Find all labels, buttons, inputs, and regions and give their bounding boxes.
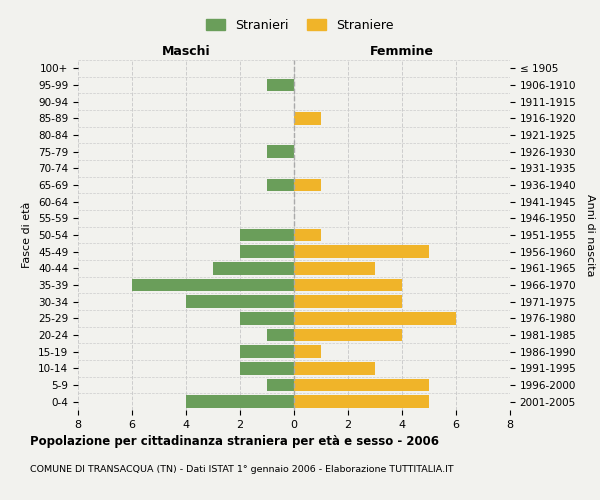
Text: Maschi: Maschi xyxy=(161,44,211,58)
Bar xyxy=(186,396,294,408)
Bar xyxy=(294,279,402,291)
Text: Femmine: Femmine xyxy=(370,44,434,58)
Bar xyxy=(294,179,321,192)
Bar xyxy=(240,246,294,258)
Bar xyxy=(294,229,321,241)
Bar xyxy=(240,312,294,324)
Y-axis label: Fasce di età: Fasce di età xyxy=(22,202,32,268)
Bar xyxy=(240,346,294,358)
Bar xyxy=(294,379,429,391)
Bar xyxy=(267,79,294,92)
Y-axis label: Anni di nascita: Anni di nascita xyxy=(585,194,595,276)
Bar xyxy=(294,112,321,124)
Bar xyxy=(294,246,429,258)
Bar xyxy=(267,379,294,391)
Bar xyxy=(240,362,294,374)
Bar xyxy=(294,329,402,341)
Bar xyxy=(294,396,429,408)
Bar xyxy=(267,146,294,158)
Bar xyxy=(240,229,294,241)
Bar xyxy=(186,296,294,308)
Legend: Stranieri, Straniere: Stranieri, Straniere xyxy=(202,14,398,37)
Bar xyxy=(294,296,402,308)
Bar xyxy=(294,362,375,374)
Bar xyxy=(267,179,294,192)
Bar xyxy=(213,262,294,274)
Text: COMUNE DI TRANSACQUA (TN) - Dati ISTAT 1° gennaio 2006 - Elaborazione TUTTITALIA: COMUNE DI TRANSACQUA (TN) - Dati ISTAT 1… xyxy=(30,465,454,474)
Bar xyxy=(294,346,321,358)
Text: Popolazione per cittadinanza straniera per età e sesso - 2006: Popolazione per cittadinanza straniera p… xyxy=(30,435,439,448)
Bar xyxy=(294,262,375,274)
Bar xyxy=(267,329,294,341)
Bar xyxy=(294,312,456,324)
Bar xyxy=(132,279,294,291)
